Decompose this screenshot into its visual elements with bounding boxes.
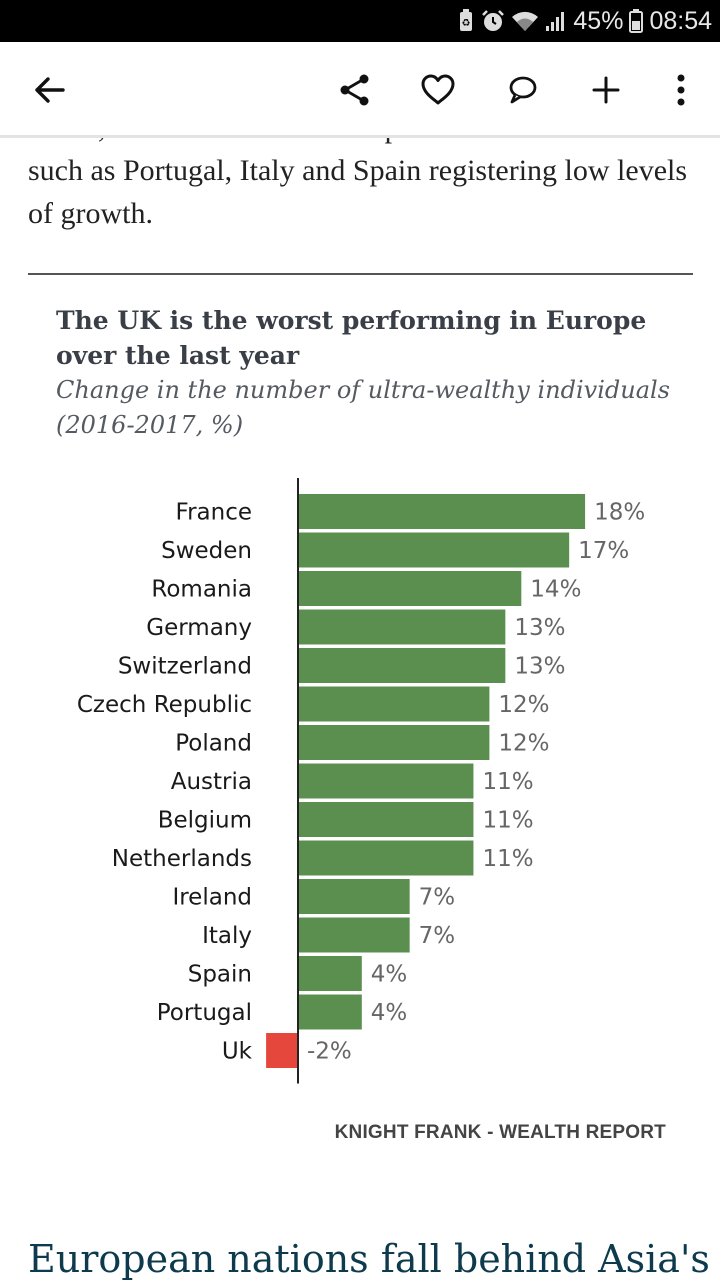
chart-value-label: 7% bbox=[419, 923, 456, 949]
chart-value-label: 11% bbox=[482, 769, 533, 795]
battery-icon bbox=[629, 9, 644, 33]
chart-bar-netherlands bbox=[298, 840, 474, 876]
chart-bar-sweden bbox=[298, 532, 570, 568]
chart-value-label: 11% bbox=[482, 846, 533, 872]
article-body: world, with a number of European countri… bbox=[28, 138, 698, 235]
chart-value-label: -2% bbox=[307, 1039, 352, 1065]
svg-text:♻: ♻ bbox=[462, 18, 471, 29]
chart-category-label: Spain bbox=[188, 962, 252, 988]
chart-value-label: 12% bbox=[498, 692, 549, 718]
status-bar: ♻ 45% 08:54 bbox=[0, 0, 720, 42]
chart-category-label: Ireland bbox=[172, 885, 252, 911]
comment-button[interactable] bbox=[499, 66, 547, 114]
status-icons: ♻ 45% 08:54 bbox=[457, 6, 712, 36]
chart-category-label: France bbox=[176, 500, 252, 526]
chart-value-label: 12% bbox=[498, 731, 549, 757]
chart-source: KNIGHT FRANK - WEALTH REPORT bbox=[334, 1122, 666, 1143]
chart-bar-portugal bbox=[298, 994, 362, 1030]
chart-bar-uk bbox=[266, 1033, 298, 1068]
article-paragraph: such as Portugal, Italy and Spain regist… bbox=[28, 154, 688, 230]
chart-value-label: 7% bbox=[419, 885, 456, 911]
battery-percent: 45% bbox=[573, 6, 624, 35]
chart-category-label: Sweden bbox=[161, 538, 252, 564]
chart-value-label: 13% bbox=[514, 654, 565, 680]
chart-value-label: 4% bbox=[371, 962, 408, 988]
chart-title: The UK is the worst performing in Europe… bbox=[56, 306, 647, 370]
article-cut-line: world, with a number of European countri… bbox=[28, 138, 698, 149]
comment-icon bbox=[509, 76, 537, 104]
back-arrow-icon bbox=[35, 77, 65, 103]
chart-bar-switzerland bbox=[298, 648, 506, 683]
more-options-button[interactable] bbox=[657, 66, 705, 114]
app-bar bbox=[0, 42, 720, 138]
chart-category-label: Czech Republic bbox=[77, 692, 252, 718]
next-section-heading: European nations fall behind Asia's bbox=[28, 1237, 710, 1280]
chart-category-label: Switzerland bbox=[118, 654, 252, 680]
chart-value-label: 11% bbox=[482, 808, 533, 834]
chart-bar-romania bbox=[298, 571, 522, 606]
wifi-icon bbox=[511, 9, 539, 33]
add-button[interactable] bbox=[582, 66, 630, 114]
signal-icon bbox=[545, 9, 567, 33]
chart-category-label: Italy bbox=[202, 923, 252, 949]
share-button[interactable] bbox=[331, 66, 379, 114]
chart-value-label: 4% bbox=[371, 1000, 408, 1026]
chart-category-label: Austria bbox=[171, 769, 252, 795]
chart-value-label: 13% bbox=[514, 615, 565, 641]
chart-value-label: 17% bbox=[578, 538, 629, 564]
share-icon bbox=[340, 74, 369, 106]
alarm-icon bbox=[481, 9, 505, 33]
like-button[interactable] bbox=[414, 66, 462, 114]
chart-value-label: 18% bbox=[594, 500, 645, 526]
chart-subtitle: Change in the number of ultra-wealthy in… bbox=[56, 376, 670, 439]
more-vert-icon bbox=[677, 74, 685, 106]
clock: 08:54 bbox=[649, 6, 712, 35]
chart-bar-ireland bbox=[298, 879, 410, 914]
bar-chart: France 18% Sweden 17% Romania 14% Germany 13% Sw… bbox=[77, 478, 645, 1084]
chart-category-label: Poland bbox=[175, 731, 252, 757]
chart-bar-belgium bbox=[298, 802, 474, 837]
heart-icon bbox=[421, 74, 455, 105]
chart-category-label: Belgium bbox=[158, 808, 252, 834]
chart-category-label: Uk bbox=[222, 1039, 253, 1065]
chart-bar-italy bbox=[298, 917, 410, 953]
chart-category-label: Netherlands bbox=[112, 846, 252, 872]
chart-category-label: Germany bbox=[146, 615, 252, 641]
back-button[interactable] bbox=[25, 66, 73, 114]
article-content: world, with a number of European countri… bbox=[0, 138, 720, 1280]
chart-bar-poland bbox=[298, 725, 490, 760]
chart-bar-czech-republic bbox=[298, 686, 490, 722]
chart-category-label: Portugal bbox=[157, 1000, 252, 1026]
chart-bar-france bbox=[298, 494, 586, 529]
chart-bar-austria bbox=[298, 763, 474, 799]
plus-icon bbox=[592, 76, 620, 104]
section-divider bbox=[28, 273, 693, 275]
chart-category-label: Romania bbox=[151, 577, 252, 603]
chart-bar-germany bbox=[298, 609, 506, 645]
battery-saver-icon: ♻ bbox=[457, 9, 475, 33]
chart-value-label: 14% bbox=[530, 577, 581, 603]
chart-bar-spain bbox=[298, 956, 362, 991]
